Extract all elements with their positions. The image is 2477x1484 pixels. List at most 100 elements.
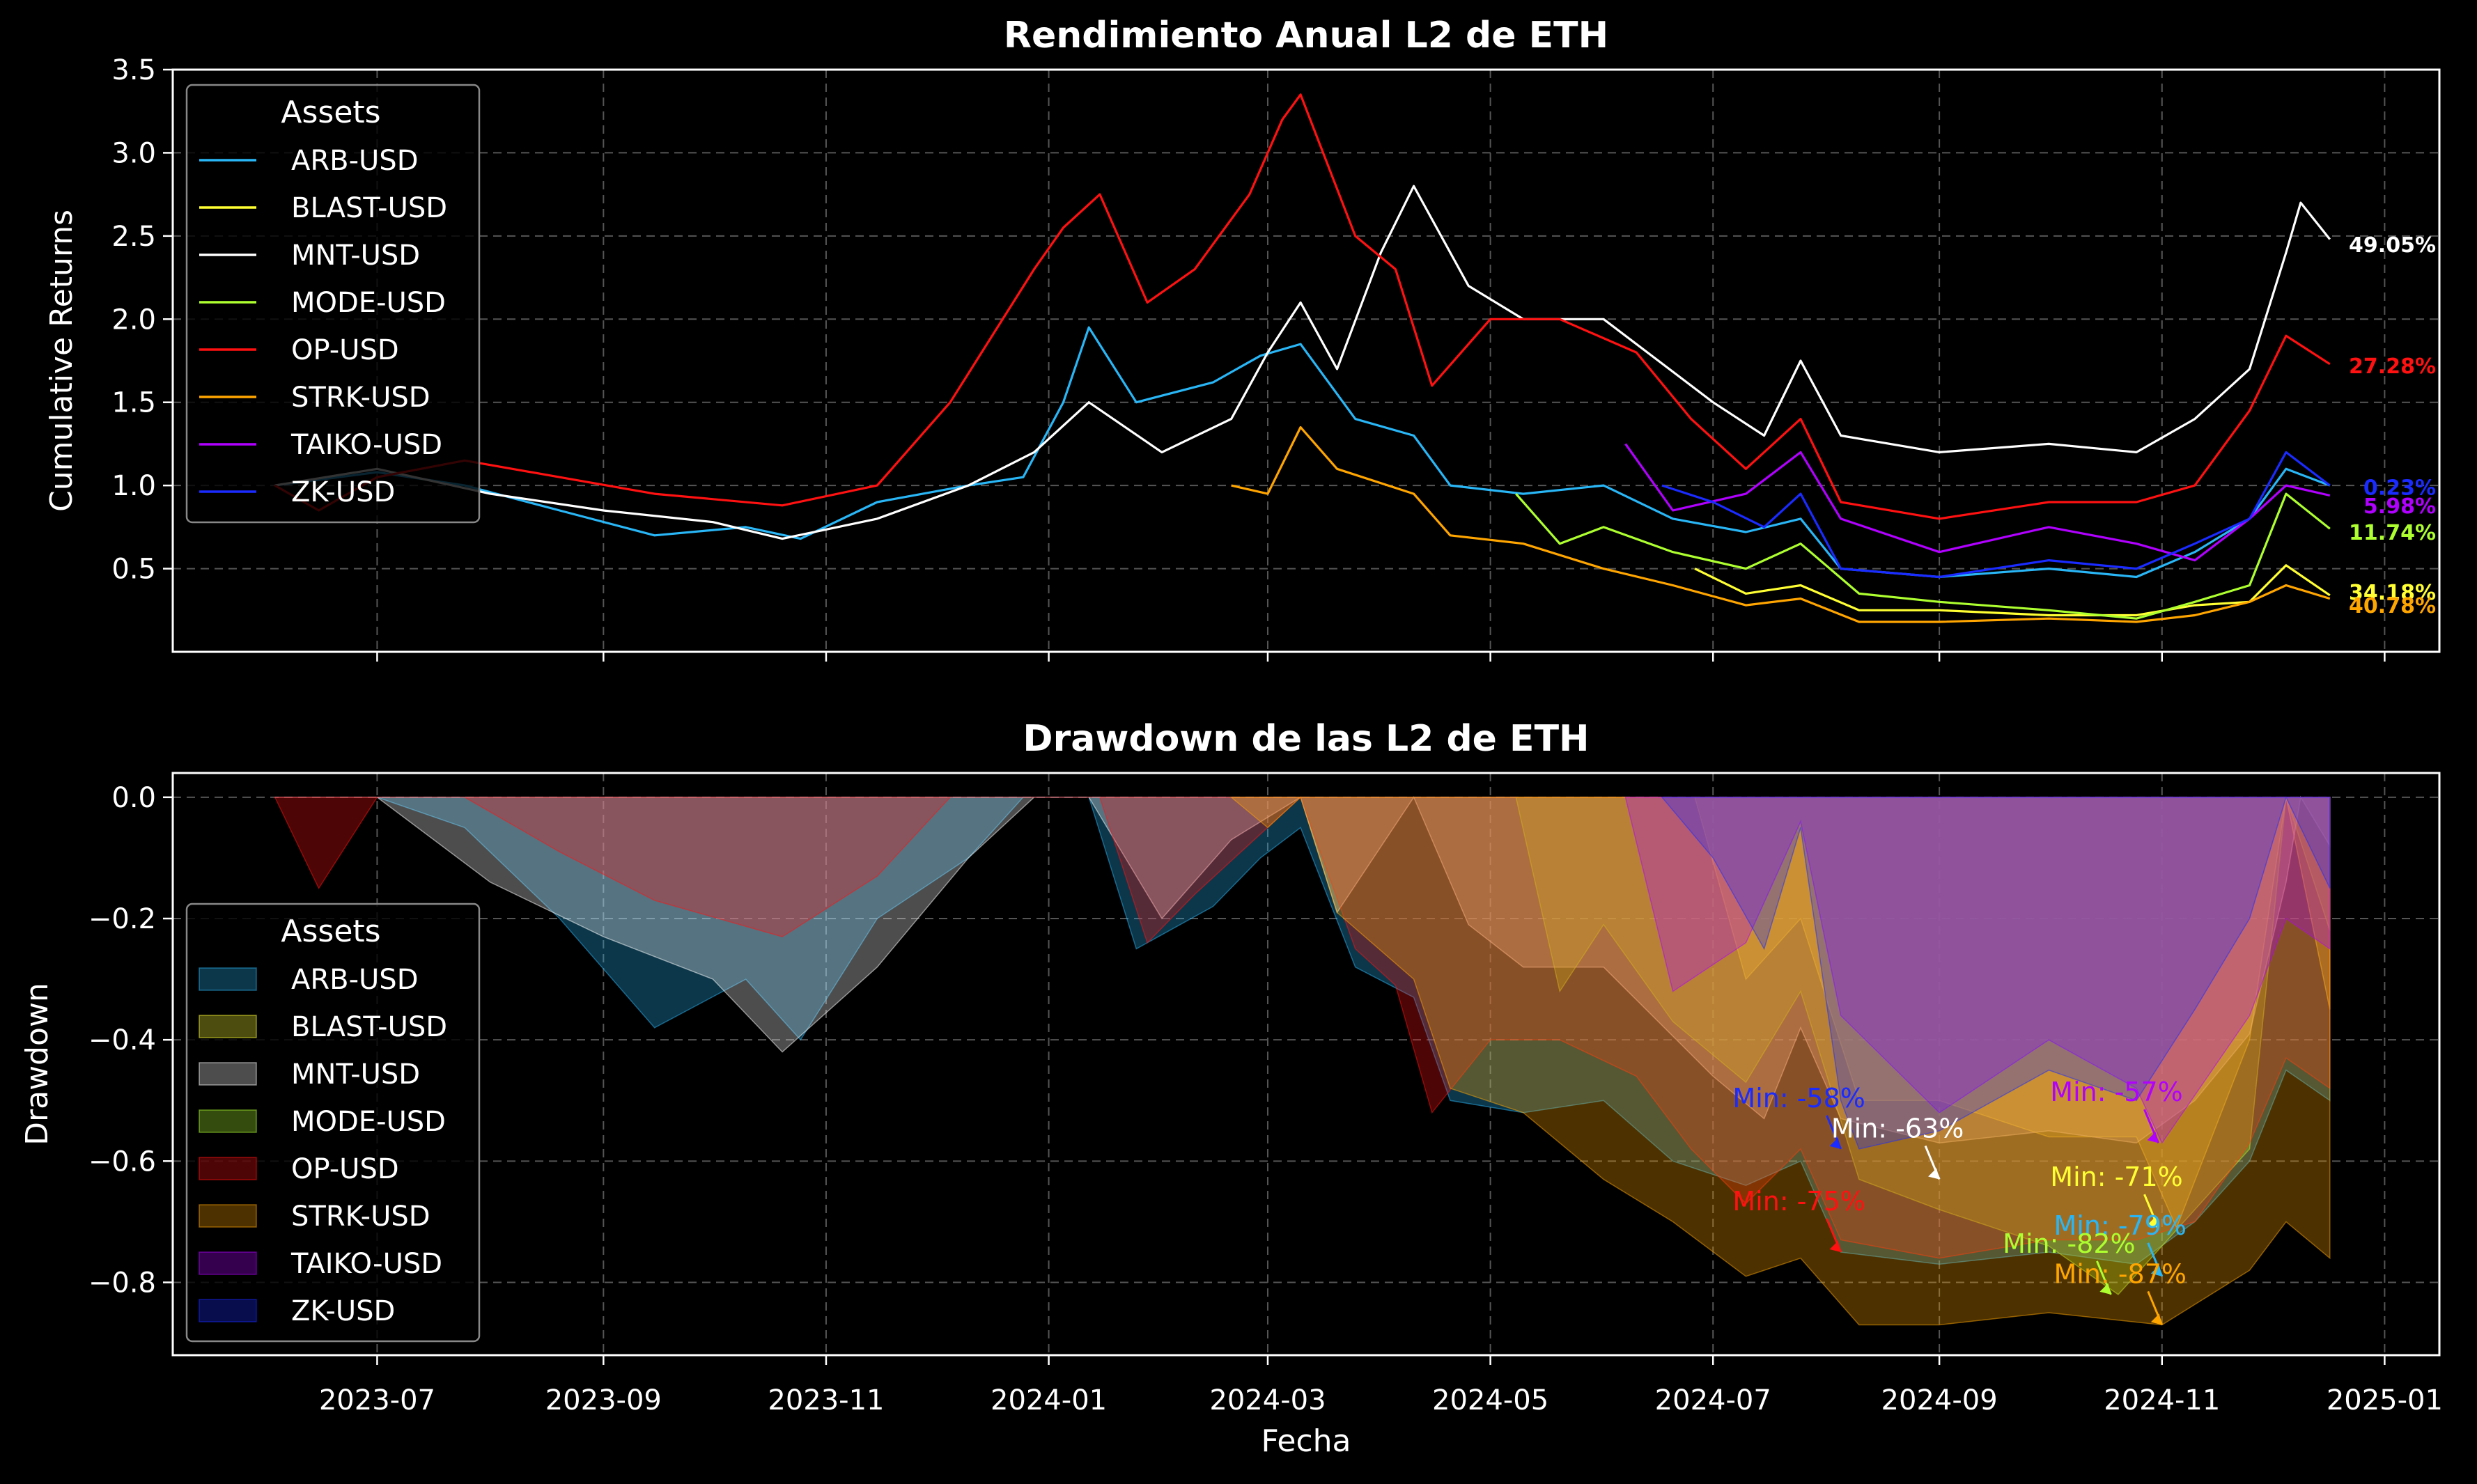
end-label-op-usd: 27.28% [2349, 354, 2436, 379]
annotation-label-mnt-usd: Min: -63% [1831, 1113, 1964, 1143]
legend-label-mnt-usd: MNT-USD [291, 1059, 420, 1091]
legend-label-strk-usd: STRK-USD [291, 382, 430, 414]
y-tick-label: −0.6 [88, 1146, 156, 1178]
legend-label-mnt-usd: MNT-USD [291, 240, 420, 272]
x-tick-label: 2023-09 [545, 1384, 662, 1416]
end-label-blast-usd: 34.18% [2349, 581, 2436, 605]
legend-swatch-arb-usd [199, 967, 257, 991]
annotations: Min: -58%Min: -63% Min: -75% Min: -57% Min:… [1732, 1077, 2187, 1326]
annotation-label-arb-usd: Min: -79% [2054, 1210, 2187, 1241]
y-tick-label: 3.0 [111, 137, 156, 169]
annotation-arrowhead-strk-usd [2150, 1313, 2162, 1325]
y-tick-label: 0.0 [111, 782, 156, 814]
y-tick-label: 2.0 [111, 304, 156, 336]
end-label-mnt-usd: 49.05% [2349, 233, 2436, 258]
annotation-arrowhead-taiko-usd [2147, 1132, 2159, 1143]
series-area-strk-usd [1229, 796, 2331, 1326]
legend-box [185, 84, 481, 524]
drawdown-chart: 0.0 −0.2 −0.4 −0.6 −0.8 Min: -58%Min: -63% Min… [20, 718, 2441, 1357]
legend-label-op-usd: OP-USD [291, 334, 399, 366]
x-tick-label: 2024-03 [1209, 1384, 1326, 1416]
series-area-taiko-usd [1624, 797, 2331, 1144]
series-line-op-usd [274, 93, 2331, 520]
x-tick-label: 2024-11 [2104, 1384, 2220, 1416]
legend-swatch-taiko-usd [199, 1251, 257, 1275]
series-line-mode-usd [1515, 492, 2331, 620]
annotation-label-strk-usd: Min: -87% [2054, 1258, 2187, 1289]
chart-title: Rendimiento Anual L2 de ETH [1004, 15, 1608, 56]
series-line-strk-usd [1231, 425, 2331, 623]
legend-label-mode-usd: MODE-USD [291, 1106, 446, 1138]
series-line-mnt-usd [274, 185, 2331, 540]
x-axis-label: Fecha [1261, 1423, 1351, 1459]
y-tick-label: −0.2 [88, 903, 156, 935]
series-area-mnt-usd [274, 795, 2331, 1143]
legend-box [185, 903, 481, 1343]
series-area-arb-usd [274, 797, 2331, 1265]
end-label-strk-usd: 40.78% [2349, 594, 2436, 618]
y-tick-label: 2.5 [111, 221, 156, 253]
legend: Assets ARB-USD BLAST-USD MNT-USD MODE-USD OP-… [185, 903, 481, 1343]
end-label-taiko-usd: 5.98% [2363, 494, 2436, 519]
legend-title: Assets [281, 914, 380, 949]
legend-label-mode-usd: MODE-USD [291, 287, 446, 319]
y-tick-label: 3.5 [111, 54, 156, 86]
annotation-arrowhead-arb-usd [2150, 1265, 2162, 1276]
legend-label-zk-usd: ZK-USD [291, 476, 395, 508]
legend-label-taiko-usd: TAIKO-USD [290, 429, 442, 461]
series-lines [274, 93, 2331, 623]
legend-title: Assets [281, 95, 380, 130]
annotation-label-op-usd: Min: -75% [1732, 1186, 1865, 1217]
series-area-mode-usd [1515, 797, 2331, 1295]
legend-swatch-op-usd [199, 1157, 257, 1180]
legend-label-blast-usd: BLAST-USD [291, 192, 447, 224]
y-tick-label: 0.5 [111, 554, 156, 586]
x-tick-label: 2024-05 [1432, 1384, 1548, 1416]
legend-label-arb-usd: ARB-USD [291, 145, 419, 177]
legend-swatch-strk-usd [199, 1204, 257, 1228]
series-areas [274, 795, 2331, 1326]
x-tick-label: 2024-01 [991, 1384, 1107, 1416]
legend-swatch-mode-usd [199, 1109, 257, 1133]
end-label-mode-usd: 11.74% [2349, 521, 2436, 545]
y-axis-label: Cumulative Returns [44, 210, 79, 512]
legend: Assets ARB-USD BLAST-USD MNT-USD MODE-USD OP-… [185, 84, 481, 524]
end-label-zk-usd: 0.23% [2363, 476, 2436, 501]
legend-label-op-usd: OP-USD [291, 1153, 399, 1185]
series-line-taiko-usd [1624, 443, 2331, 562]
series-area-zk-usd [1661, 795, 2331, 1150]
legend-label-taiko-usd: TAIKO-USD [290, 1248, 442, 1280]
chart-title: Drawdown de las L2 de ETH [1023, 718, 1589, 760]
legend-label-blast-usd: BLAST-USD [291, 1011, 447, 1043]
series-line-arb-usd [274, 326, 2331, 579]
annotation-label-blast-usd: Min: -71% [2050, 1162, 2182, 1192]
annotation-arrowhead-blast-usd [2147, 1217, 2159, 1228]
x-tick-label: 2023-11 [768, 1384, 884, 1416]
legend-label-arb-usd: ARB-USD [291, 964, 419, 996]
legend-swatch-blast-usd [199, 1015, 257, 1038]
series-line-blast-usd [1694, 564, 2331, 617]
legend-swatch-zk-usd [199, 1299, 257, 1322]
legend-label-strk-usd: STRK-USD [291, 1201, 430, 1233]
annotation-arrowhead-op-usd [1829, 1240, 1841, 1252]
y-tick-label: 1.0 [111, 470, 156, 502]
plot-frame [171, 772, 2441, 1357]
legend-label-zk-usd: ZK-USD [291, 1295, 395, 1327]
y-tick-label: −0.4 [88, 1024, 156, 1056]
x-tick-label: 2024-07 [1655, 1384, 1771, 1416]
cumulative-returns-chart: 0.5 1.0 1.5 2.0 2.5 3.0 3.5 49.05% 27.28% 0.23%5.… [44, 15, 2441, 653]
y-tick-label: −0.8 [88, 1267, 156, 1299]
annotation-label-zk-usd: Min: -58% [1732, 1083, 1865, 1114]
series-line-zk-usd [1661, 451, 2331, 579]
y-tick-label: 1.5 [111, 387, 156, 419]
annotation-label-mode-usd: Min: -82% [2003, 1228, 2135, 1259]
annotation-arrowhead-mode-usd [2099, 1283, 2111, 1295]
shared-x-axis: 2023-07 2023-09 2023-11 2024-01 2024-03 2024-… [319, 652, 2443, 1459]
series-area-op-usd [274, 796, 2331, 1259]
annotation-arrowhead-mnt-usd [1928, 1168, 1940, 1180]
x-tick-label: 2025-01 [2327, 1384, 2443, 1416]
x-tick-label: 2024-09 [1881, 1384, 1998, 1416]
plot-frame [171, 68, 2441, 653]
